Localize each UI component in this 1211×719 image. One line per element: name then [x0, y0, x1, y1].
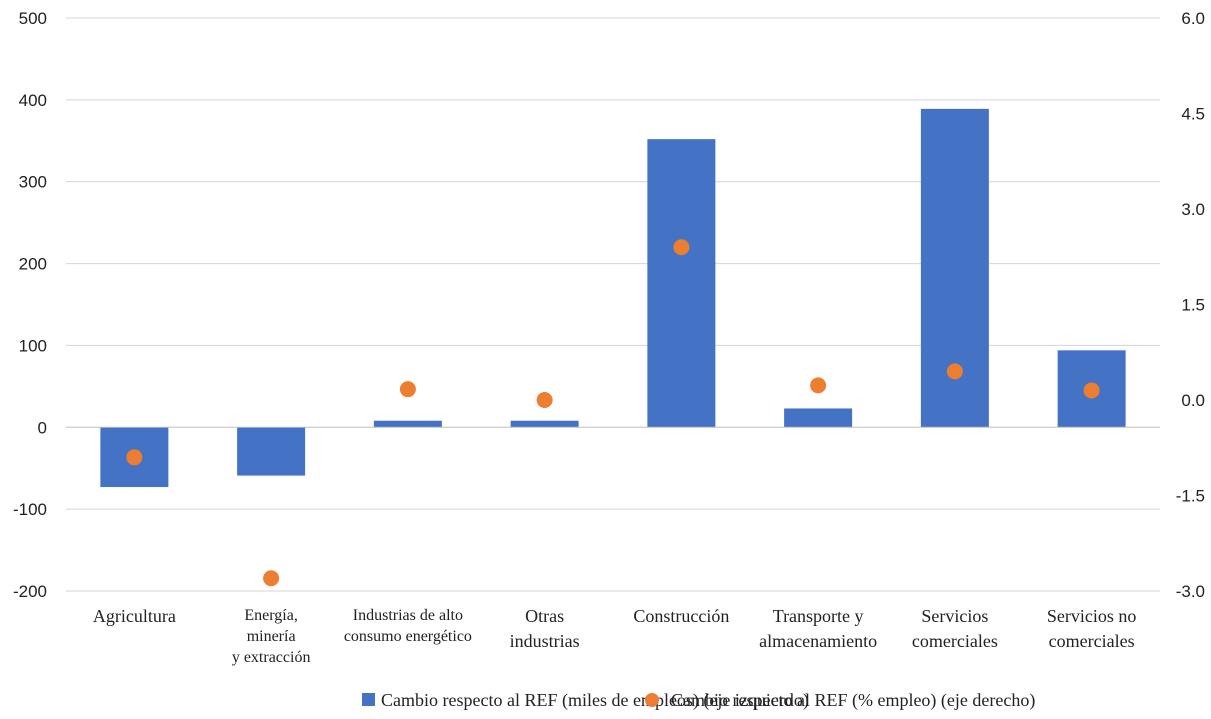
- bar: [237, 427, 306, 476]
- category-label: Servicios no: [1047, 606, 1137, 626]
- left-tick-label: -200: [13, 582, 47, 601]
- category-label: y extracción: [232, 649, 311, 666]
- right-tick-label: 0.0: [1181, 391, 1205, 410]
- legend: Cambio respecto al REF (miles de empleos…: [362, 690, 1035, 711]
- left-tick-label: 500: [19, 9, 47, 28]
- category-label: minería: [247, 628, 296, 645]
- right-tick-label: 6.0: [1181, 9, 1205, 28]
- data-point: [1083, 382, 1100, 399]
- left-tick-label: 200: [19, 255, 47, 274]
- bar: [510, 420, 579, 428]
- data-point: [399, 381, 416, 398]
- legend-label-bars: Cambio respecto al REF (miles de empleos…: [381, 690, 809, 711]
- data-point: [673, 239, 690, 256]
- left-tick-label: 0: [38, 418, 47, 437]
- category-label: industrias: [510, 631, 580, 651]
- data-point: [126, 449, 143, 466]
- data-point: [810, 377, 827, 394]
- right-axis-ticks: 6.0 4.5 3.0 1.5 0.0 -1.5 -3.0: [1176, 9, 1205, 601]
- legend-swatch-points: [645, 693, 659, 707]
- category-label: Industrias de alto: [353, 607, 463, 624]
- right-tick-label: -1.5: [1176, 487, 1205, 506]
- bar: [647, 139, 716, 428]
- category-label: comerciales: [912, 631, 998, 651]
- left-tick-label: 400: [19, 91, 47, 110]
- bar: [784, 408, 853, 428]
- legend-label-points: Cambio respecto al REF (% empleo) (eje d…: [671, 690, 1035, 711]
- data-point: [536, 392, 553, 408]
- left-tick-label: 300: [19, 173, 47, 192]
- bar-series: [100, 108, 1126, 488]
- category-label: Construcción: [633, 606, 729, 626]
- data-point: [946, 363, 963, 380]
- legend-swatch-bars: [362, 693, 375, 706]
- category-label: comerciales: [1049, 631, 1135, 651]
- right-tick-label: 4.5: [1181, 105, 1205, 124]
- data-point: [263, 570, 280, 587]
- bar: [373, 420, 442, 428]
- left-axis-ticks: 500 400 300 200 100 0 -100 -200: [13, 9, 47, 601]
- category-label: consumo energético: [344, 628, 472, 645]
- category-label: Agricultura: [93, 606, 176, 626]
- right-tick-label: 3.0: [1181, 200, 1205, 219]
- category-label: Servicios: [921, 606, 988, 626]
- right-tick-label: -3.0: [1176, 582, 1205, 601]
- right-tick-label: 1.5: [1181, 296, 1205, 315]
- category-label: Otras: [525, 606, 564, 626]
- category-labels: Agricultura Energía, minería y extracción In…: [93, 606, 1136, 666]
- point-series: [126, 239, 1100, 587]
- category-label: Energía,: [244, 607, 297, 624]
- category-label: Transporte y: [773, 606, 864, 626]
- gridlines: [66, 17, 1160, 592]
- left-tick-label: -100: [13, 500, 47, 519]
- left-tick-label: 100: [19, 336, 47, 355]
- category-label: almacenamiento: [759, 631, 877, 651]
- bar: [920, 108, 989, 428]
